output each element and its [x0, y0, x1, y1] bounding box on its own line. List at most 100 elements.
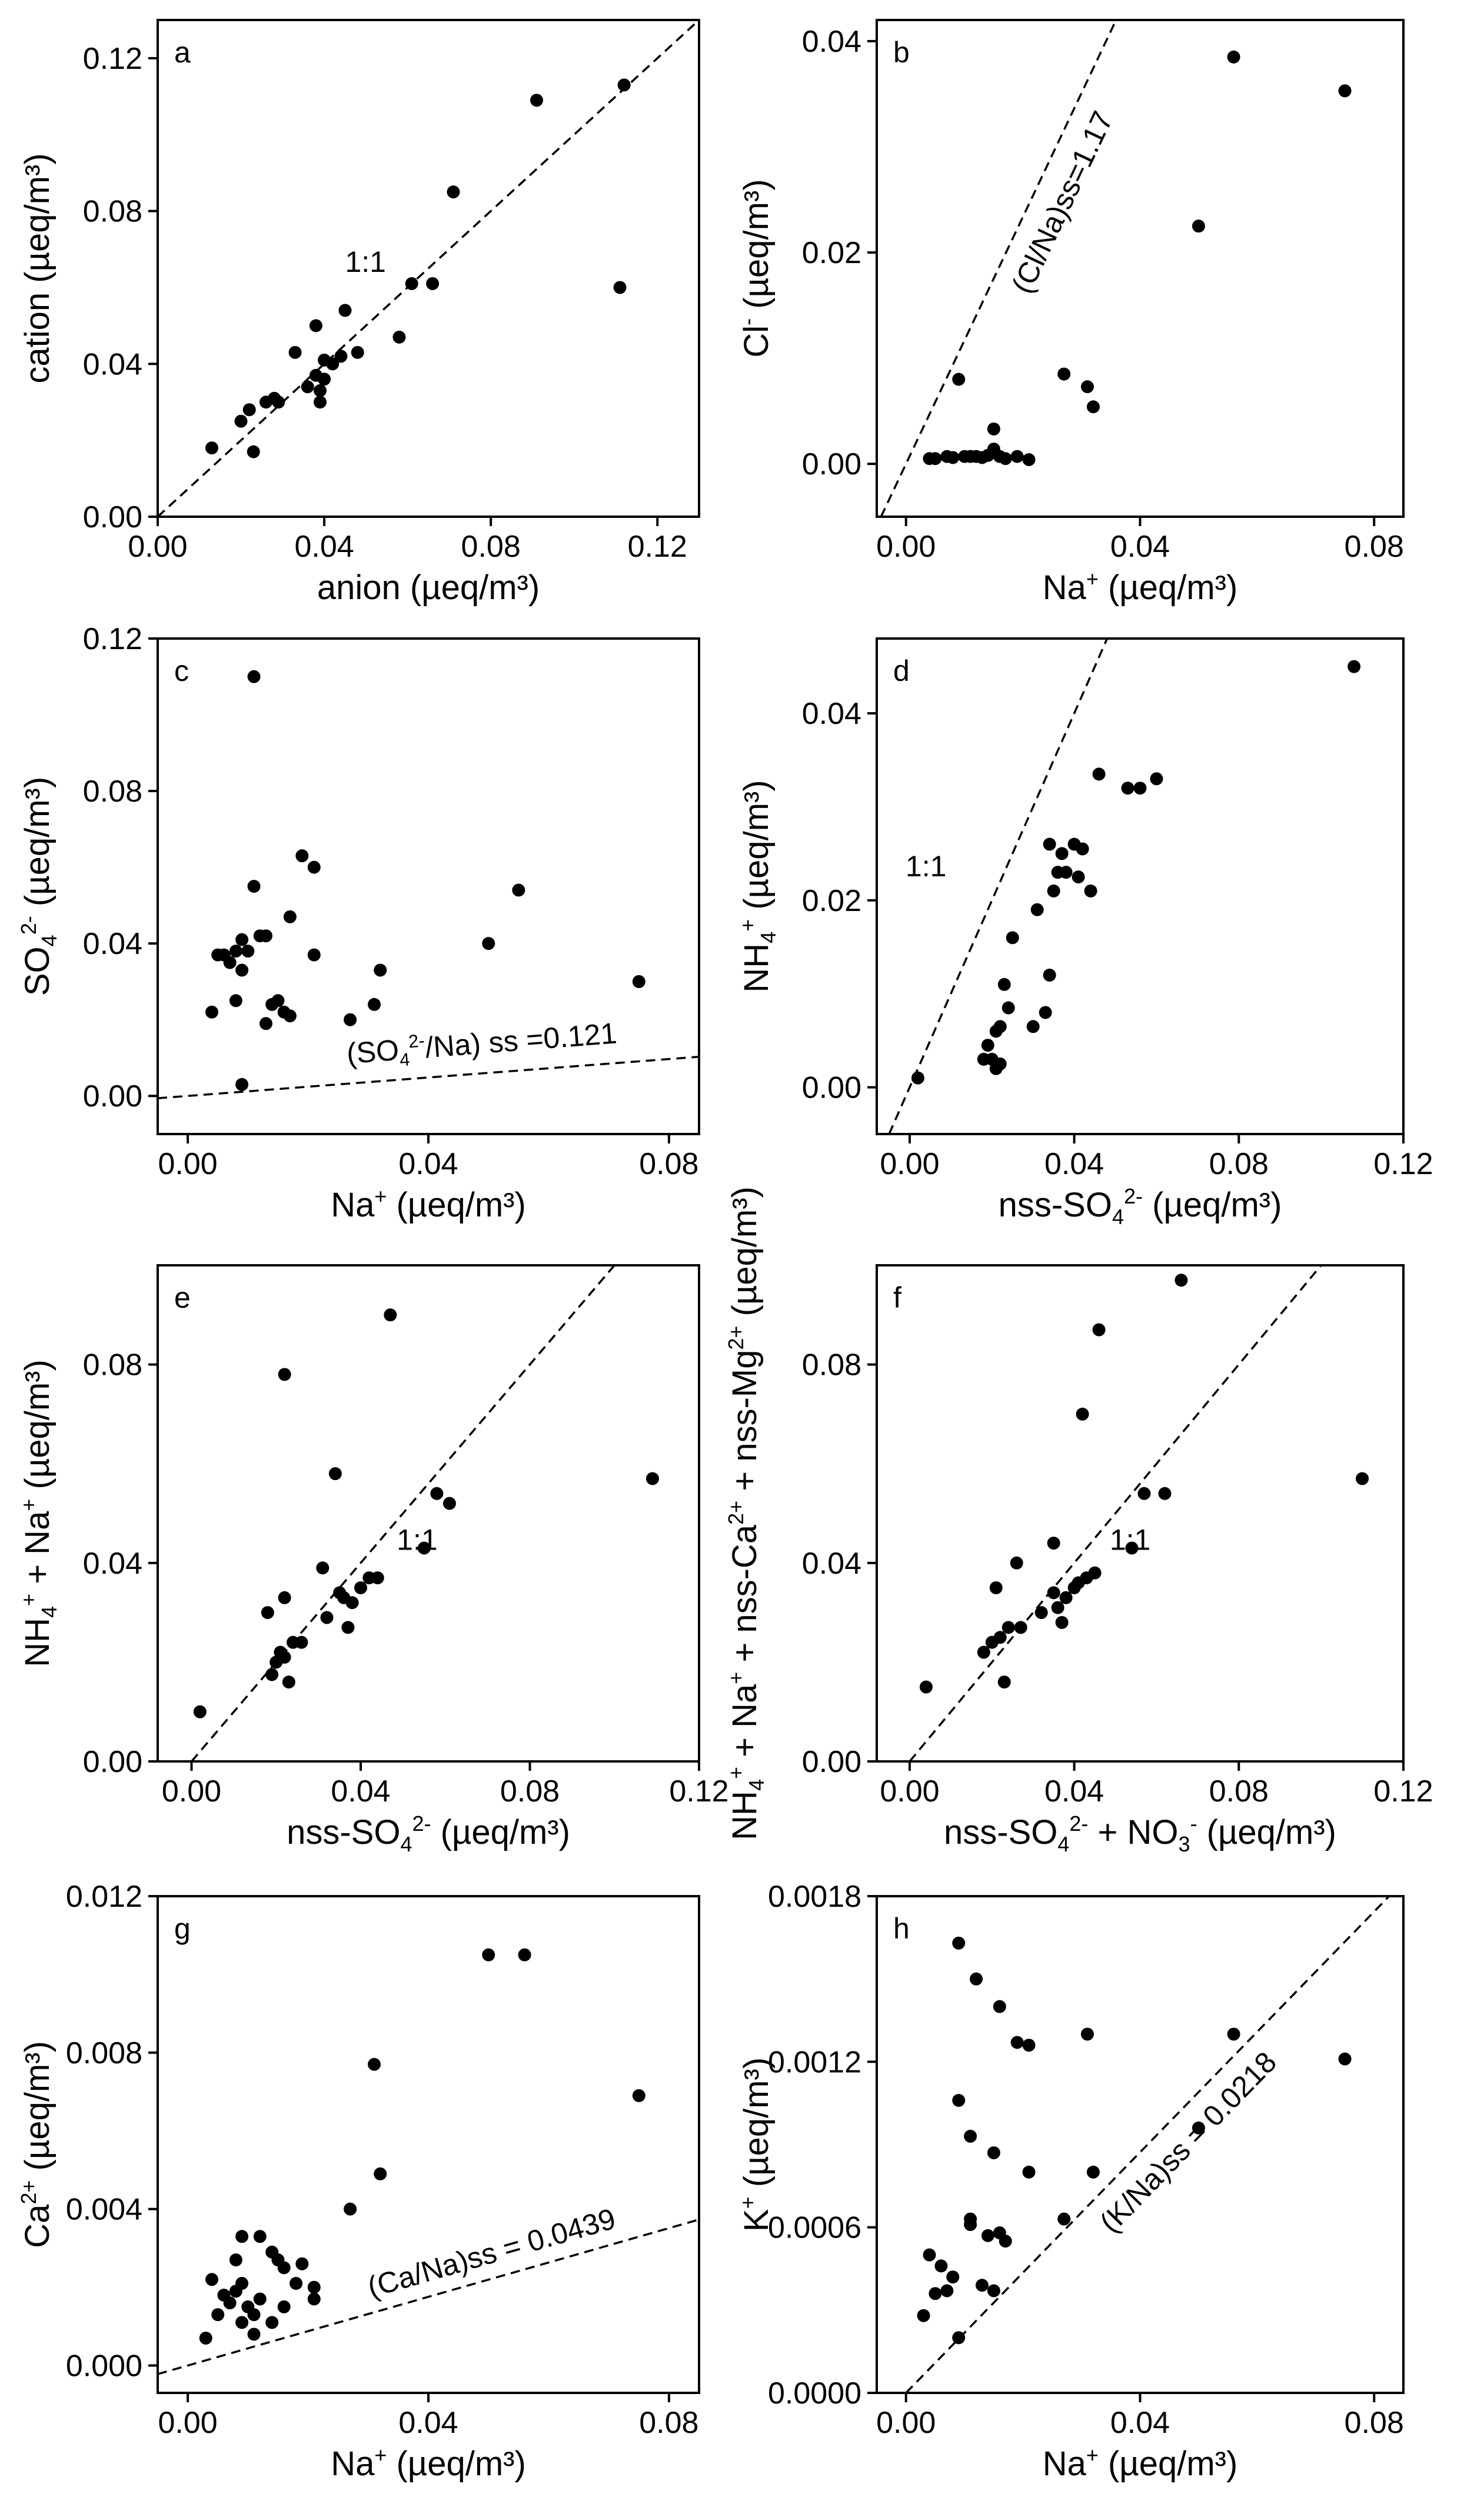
data-point-h-15 [987, 2146, 1000, 2160]
x-tick-label-b-2: 0.08 [1345, 530, 1404, 564]
y-tick-label-b-0: 0.00 [802, 447, 861, 481]
data-point-f-23 [1158, 1487, 1172, 1500]
reference-label-e: 1:1 [397, 1524, 438, 1557]
data-point-f-17 [1076, 1407, 1089, 1421]
data-point-h-28 [1338, 2052, 1352, 2066]
data-point-c-0 [205, 1005, 218, 1019]
data-point-h-17 [993, 2000, 1006, 2013]
data-point-a-7 [288, 345, 302, 359]
data-point-f-21 [1125, 1541, 1139, 1555]
reference-line-f [909, 1265, 1322, 1761]
data-point-d-24 [1092, 767, 1106, 781]
y-tick-label-b-1: 0.02 [802, 236, 861, 270]
data-point-g-8 [235, 2230, 249, 2243]
panel-letter-e: e [174, 1281, 191, 1314]
data-point-f-19 [1088, 1566, 1102, 1580]
y-tick-label-a-2: 0.08 [83, 195, 142, 229]
y-tick-label-g-2: 0.008 [66, 2036, 142, 2070]
plot-frame-e [157, 1264, 700, 1763]
x-tick-label-b-1: 0.04 [1110, 530, 1170, 564]
data-point-g-20 [290, 2276, 303, 2290]
panel-letter-d: d [893, 654, 910, 687]
x-tick-label-a-1: 0.04 [294, 530, 354, 564]
data-point-g-28 [518, 1948, 531, 1962]
plot-frame-a [157, 19, 700, 518]
data-point-h-8 [952, 1936, 966, 1950]
x-axis-label-f: nss-SO42- + NO3- (µeq/m³) [944, 1811, 1336, 1856]
data-point-h-13 [976, 2279, 989, 2292]
y-tick-label-g-1: 0.004 [66, 2193, 142, 2227]
x-tick-label-g-0: 0.00 [158, 2406, 218, 2440]
data-point-e-1 [261, 1606, 274, 1620]
data-point-c-20 [295, 849, 309, 863]
y-tick-label-d-2: 0.04 [802, 697, 861, 731]
panel-letter-a: a [174, 36, 191, 69]
data-point-d-19 [1059, 866, 1073, 879]
data-point-a-2 [242, 403, 256, 417]
data-point-g-26 [374, 2167, 387, 2180]
data-point-a-19 [392, 330, 406, 344]
y-axis-label-h: K+ (µeq/m³) [736, 2057, 776, 2232]
x-tick-label-h-2: 0.08 [1345, 2406, 1404, 2440]
data-point-f-13 [1055, 1615, 1069, 1629]
panel-letter-b: b [893, 36, 910, 69]
data-point-e-12 [320, 1611, 334, 1624]
data-point-c-21 [307, 860, 321, 874]
data-point-d-27 [1150, 772, 1163, 786]
data-point-g-1 [205, 2273, 218, 2286]
y-axis-label-e: NH4+ + Na+ (µeq/m³) [16, 1359, 61, 1667]
reference-line-c [158, 1055, 699, 1099]
x-tick-label-a-3: 0.12 [628, 530, 687, 564]
data-point-a-20 [405, 277, 418, 290]
panel-letter-g: g [174, 1912, 191, 1945]
data-point-h-5 [946, 2270, 960, 2284]
data-point-d-6 [993, 1057, 1007, 1070]
data-point-c-10 [247, 880, 261, 893]
panel-e: 1:10.00 0.04 0.08 0.120.000.040.08nss-SO42-… [16, 1264, 729, 1856]
x-tick-label-c-2: 0.08 [639, 1147, 698, 1181]
data-point-h-11 [964, 2218, 977, 2231]
data-point-g-21 [295, 2257, 309, 2270]
data-point-e-17 [345, 1596, 359, 1610]
data-point-c-28 [632, 975, 646, 988]
data-point-d-9 [1001, 1001, 1015, 1015]
y-tick-label-a-0: 0.00 [83, 500, 142, 534]
y-tick-label-g-0: 0.000 [66, 2349, 142, 2383]
data-point-h-23 [1057, 2212, 1071, 2226]
data-point-a-9 [309, 319, 322, 333]
data-point-e-23 [430, 1487, 444, 1500]
data-point-b-19 [1192, 220, 1205, 233]
x-tick-label-g-2: 0.08 [639, 2406, 698, 2440]
data-point-f-24 [1174, 1274, 1188, 1287]
data-point-e-10 [295, 1635, 308, 1649]
data-point-g-14 [253, 2292, 267, 2306]
x-tick-label-h-0: 0.00 [876, 2406, 936, 2440]
data-point-g-0 [199, 2331, 212, 2345]
data-point-a-17 [338, 304, 352, 317]
y-tick-label-c-1: 0.04 [83, 927, 142, 961]
data-point-g-13 [253, 2230, 267, 2243]
data-point-g-19 [277, 2261, 291, 2275]
data-point-c-22 [307, 948, 321, 962]
reference-line-g [158, 2218, 699, 2375]
x-tick-label-f-1: 0.04 [1044, 1774, 1104, 1808]
data-point-g-22 [307, 2292, 321, 2306]
x-tick-label-d-1: 0.04 [1044, 1147, 1104, 1181]
data-point-f-9 [1034, 1606, 1048, 1620]
data-point-f-1 [977, 1645, 990, 1659]
data-point-g-24 [344, 2202, 357, 2216]
x-tick-label-h-1: 0.04 [1110, 2406, 1170, 2440]
data-point-c-8 [235, 963, 249, 977]
data-point-c-13 [259, 1017, 272, 1030]
data-point-h-2 [929, 2287, 942, 2300]
data-point-d-15 [1043, 837, 1056, 851]
y-tick-label-g-3: 0.012 [66, 1880, 142, 1914]
x-tick-label-d-2: 0.08 [1209, 1147, 1269, 1181]
data-point-g-5 [229, 2253, 242, 2267]
data-point-b-15 [1022, 453, 1036, 467]
data-point-b-11 [987, 422, 1000, 435]
data-point-g-7 [235, 2316, 249, 2329]
data-point-a-18 [351, 345, 364, 359]
data-point-b-21 [1338, 84, 1352, 98]
data-point-f-25 [1356, 1472, 1369, 1485]
